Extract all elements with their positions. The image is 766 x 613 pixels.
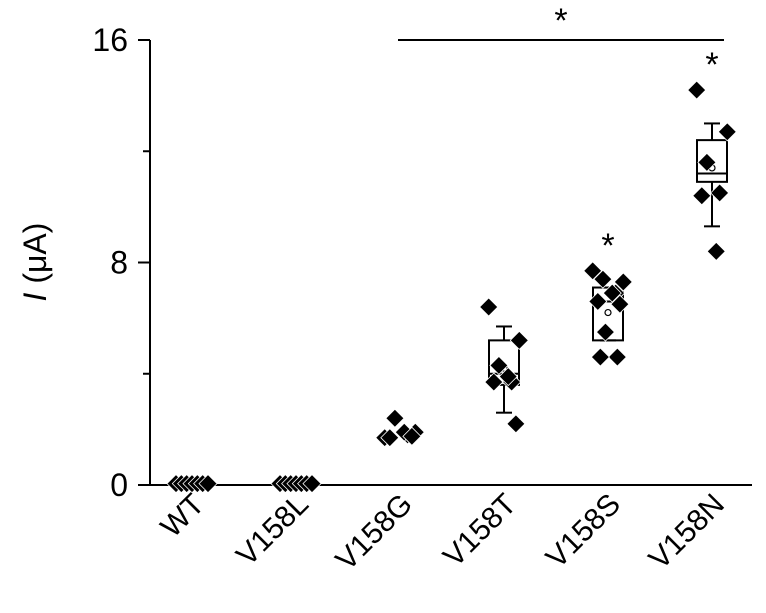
data-point	[498, 366, 518, 387]
data-point	[385, 408, 405, 428]
y-axis-label: I (μA)	[17, 223, 53, 302]
data-point	[588, 291, 608, 312]
data-point	[687, 80, 707, 100]
data-point	[402, 426, 422, 446]
x-category-labels: WT V158L V158G V158T V158S V158N	[155, 488, 731, 577]
data-point	[613, 272, 633, 292]
data-point	[198, 474, 218, 494]
significance-star: *	[705, 46, 718, 84]
data-point	[610, 294, 630, 314]
data-point	[593, 269, 613, 289]
data-point	[717, 122, 737, 142]
data-point	[302, 474, 322, 494]
data-point	[710, 183, 730, 203]
x-category-label: V158S	[540, 488, 627, 575]
data-point	[479, 297, 499, 317]
significance-annotations: * * *	[398, 2, 724, 265]
data-point	[590, 347, 610, 367]
significance-star: *	[601, 227, 614, 265]
x-category-label: V158L	[230, 488, 315, 573]
data-points	[166, 80, 737, 494]
x-category-label: WT	[155, 488, 211, 544]
y-tick-label: 16	[92, 22, 128, 58]
box-plots	[488, 122, 728, 414]
x-category-label: V158T	[437, 488, 523, 574]
y-ticks: 0 8 16	[92, 22, 150, 503]
data-point	[607, 347, 627, 367]
data-point	[595, 322, 616, 342]
box-mean	[604, 308, 612, 317]
data-point	[697, 152, 717, 172]
y-axis-label-symbol: I	[17, 292, 53, 301]
x-category-label: V158N	[643, 488, 731, 576]
data-point	[602, 283, 622, 303]
box-iqr	[592, 286, 624, 342]
data-point	[489, 355, 509, 375]
x-category-label: V158G	[330, 488, 419, 577]
significance-star: *	[554, 2, 567, 40]
y-axis-label-unit: (μA)	[17, 223, 53, 293]
y-tick-label: 8	[110, 245, 128, 281]
box-iqr	[488, 339, 520, 386]
y-tick-label: 0	[110, 467, 128, 503]
data-point	[706, 241, 726, 261]
box-iqr	[696, 139, 728, 183]
data-point	[380, 428, 400, 448]
data-point	[509, 330, 529, 350]
data-point	[506, 414, 526, 434]
data-point	[692, 186, 712, 206]
data-point	[484, 372, 504, 392]
